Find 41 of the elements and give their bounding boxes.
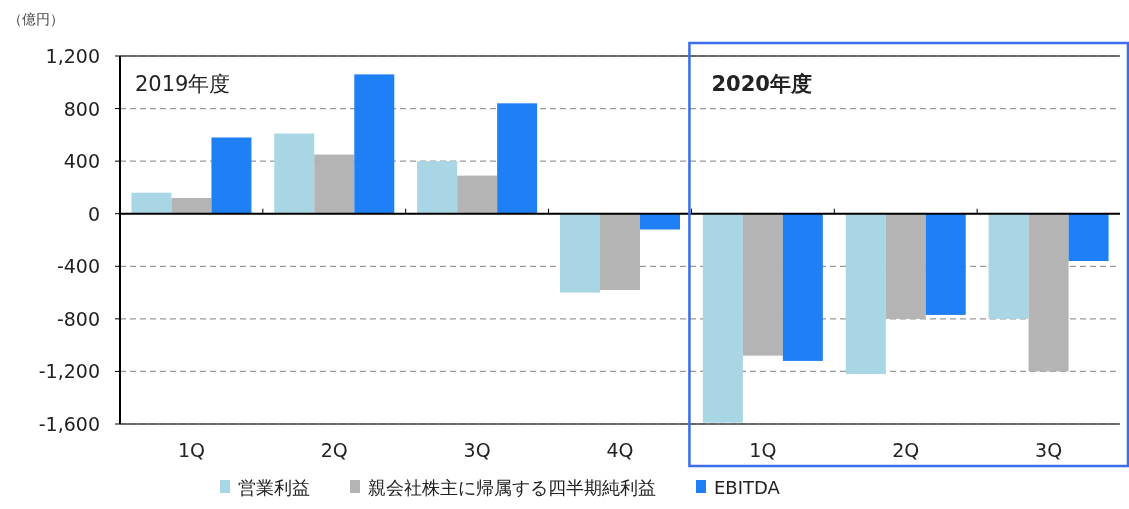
bar bbox=[600, 213, 640, 290]
annotation: 2019年度 bbox=[135, 72, 231, 96]
bar bbox=[131, 192, 172, 214]
bar bbox=[457, 175, 498, 214]
bar bbox=[782, 213, 823, 361]
legend-label: EBITDA bbox=[714, 477, 781, 498]
annotation: 2020年度 bbox=[711, 72, 812, 96]
bar bbox=[211, 137, 252, 214]
bar bbox=[845, 213, 886, 375]
bar bbox=[560, 213, 600, 293]
y-tick-label: 800 bbox=[63, 97, 100, 120]
bar bbox=[742, 213, 783, 356]
x-tick-label: 2Q bbox=[320, 439, 348, 461]
y-tick-label: 1,200 bbox=[45, 45, 100, 67]
y-tick-label: -400 bbox=[56, 255, 100, 278]
bar bbox=[1068, 213, 1109, 262]
bar bbox=[171, 197, 212, 214]
bar bbox=[925, 213, 966, 315]
y-tick-label: -1,600 bbox=[38, 413, 100, 435]
x-tick-label: 3Q bbox=[1035, 439, 1063, 461]
bar bbox=[314, 154, 355, 214]
x-tick-label: 3Q bbox=[463, 439, 491, 461]
legend-label: 営業利益 bbox=[238, 477, 310, 498]
bar bbox=[497, 103, 538, 214]
y-tick-label: -800 bbox=[56, 307, 100, 330]
legend-label: 親会社株主に帰属する四半期純利益 bbox=[368, 477, 656, 498]
bar bbox=[988, 213, 1029, 319]
y-tick-label: -1,200 bbox=[38, 360, 100, 383]
bar bbox=[702, 213, 743, 423]
bar bbox=[417, 161, 458, 214]
x-tick-label: 1Q bbox=[177, 439, 205, 461]
y-axis-title: （億円） bbox=[8, 11, 64, 27]
bar bbox=[885, 213, 926, 319]
x-tick-label: 1Q bbox=[749, 439, 777, 461]
x-tick-label: 4Q bbox=[606, 439, 634, 461]
x-tick-label: 2Q bbox=[892, 439, 920, 461]
y-tick-label: 0 bbox=[87, 202, 100, 225]
bar bbox=[354, 74, 395, 214]
bar bbox=[274, 133, 315, 214]
y-tick-label: 400 bbox=[63, 150, 100, 173]
bar bbox=[1028, 213, 1069, 372]
